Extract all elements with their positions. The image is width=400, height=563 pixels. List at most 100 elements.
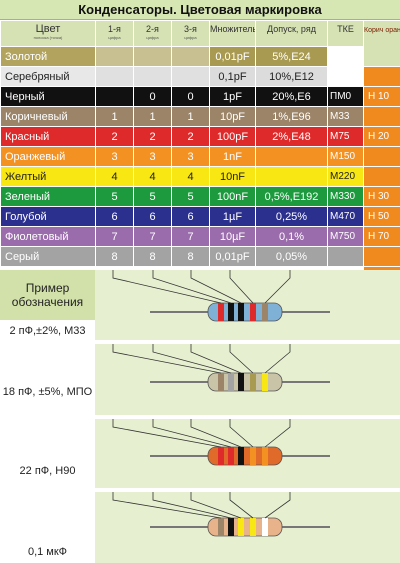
tke-nonlinear-cell: Н 10 [363,86,400,107]
capacitor-band [228,373,234,391]
d1-cell: 6 [95,206,134,227]
leader-line [264,270,291,304]
d3-cell: 7 [171,226,210,247]
table-row: Серый 8 8 8 0,01pF 0,05% [0,246,400,267]
color-name-cell: Золотой [0,46,96,67]
d2-cell: 6 [133,206,172,227]
d3-cell [171,66,210,87]
d3-cell: 8 [171,246,210,267]
tol-cell: 1%,E96 [255,106,328,127]
capacitor-band [228,518,234,536]
tke-nonlinear-cell: Н 50 [363,206,400,227]
table-row: Голубой 6 6 6 1µF 0,25% M470 Н 50 [0,206,400,227]
example-label-4: 0,1 мкФ [27,546,68,558]
tke-nonlinear-cell [363,166,400,187]
tke-cell [327,66,364,87]
header-digit-1: 1-я цифра [95,20,134,47]
capacitor-band [238,447,244,465]
page-title: Конденсаторы. Цветовая маркировка [0,0,400,20]
table-row: Красный 2 2 2 100pF 2%,E48 M75 Н 20 [0,126,400,147]
d2-cell: 2 [133,126,172,147]
d3-cell: 4 [171,166,210,187]
capacitor-band [238,303,244,321]
table-row: Оранжевый 3 3 3 1nF M150 [0,146,400,167]
header-tke-nonlinear: Корич оранжевый [363,20,400,67]
leader-line [152,419,232,448]
mult-cell: 1µF [209,206,256,227]
header-tolerance: Допуск, ряд [255,20,328,47]
tol-cell: 0,05% [255,246,328,267]
d2-cell: 0 [133,86,172,107]
color-name-cell: Фиолетовый [0,226,96,247]
mult-cell: 1pF [209,86,256,107]
leader-line [112,419,222,448]
leader-line [112,344,222,374]
tke-cell: ПМ0 [327,86,364,107]
tol-cell [255,146,328,167]
example-label-1: 2 пФ,±2%, M33 [9,325,86,337]
tke-cell: M75 [327,126,364,147]
color-name-cell: Желтый [0,166,96,187]
capacitor-band [218,373,224,391]
d1-cell: 2 [95,126,134,147]
d3-cell: 3 [171,146,210,167]
leader-line [190,419,242,448]
table-row: Коричневый 1 1 1 10pF 1%,E96 M33 [0,106,400,127]
table-row: Золотой 0,01pF 5%,E24 [0,46,400,67]
tke-cell: M330 [327,186,364,207]
d3-cell: 2 [171,126,210,147]
color-name-cell: Голубой [0,206,96,227]
leader-line [190,270,242,304]
d1-cell: 7 [95,226,134,247]
tke-nonlinear-cell [363,246,400,267]
capacitor-band [262,518,268,536]
color-name-cell: Черный [0,86,96,107]
leader-line [264,344,291,374]
leader-line [190,344,242,374]
header-digit-2: 2-я цифра [133,20,172,47]
d1-cell [95,66,134,87]
tke-nonlinear-cell: Н 70 [363,226,400,247]
leader-line [152,270,232,304]
mult-cell: 100nF [209,186,256,207]
capacitor-illustrations [112,270,330,537]
d1-cell: 8 [95,246,134,267]
leader-line [264,419,291,448]
tol-cell [255,166,328,187]
capacitor-band [218,518,224,536]
d1-cell: 4 [95,166,134,187]
table-row: Желтый 4 4 4 10nF M220 [0,166,400,187]
mult-cell: 10pF [209,106,256,127]
example-label-2: 18 пФ, ±5%, MПО [2,386,93,398]
mult-cell: 10µF [209,226,256,247]
mult-cell: 0,1pF [209,66,256,87]
tke-cell [327,46,364,67]
mult-cell: 100pF [209,126,256,147]
mult-cell: 1nF [209,146,256,167]
examples-section: Пример обозначения 2 пФ,±2%, M33 18 пФ, … [0,270,400,563]
tke-cell: M220 [327,166,364,187]
capacitor-band [262,373,268,391]
leader-line [229,492,254,519]
d2-cell: 8 [133,246,172,267]
table-row: Фиолетовый 7 7 7 10µF 0,1% M750 Н 70 [0,226,400,247]
header-color: Цвет полоска (точка) [0,20,96,47]
d1-cell: 5 [95,186,134,207]
capacitor-band [250,373,256,391]
d2-cell [133,46,172,67]
leader-line [190,492,242,519]
leader-line [152,344,232,374]
color-name-cell: Серый [0,246,96,267]
tke-cell: M470 [327,206,364,227]
capacitor-band [228,303,234,321]
d1-cell [95,46,134,67]
tol-cell: 5%,E24 [255,46,328,67]
d1-cell [95,86,134,107]
leader-line [229,419,254,448]
table-header-row: Цвет полоска (точка) 1-я цифра 2-я цифра 3-… [0,20,400,67]
capacitor-band [262,303,268,321]
capacitor-band [218,303,224,321]
d3-cell [171,46,210,67]
capacitor-band [250,303,256,321]
